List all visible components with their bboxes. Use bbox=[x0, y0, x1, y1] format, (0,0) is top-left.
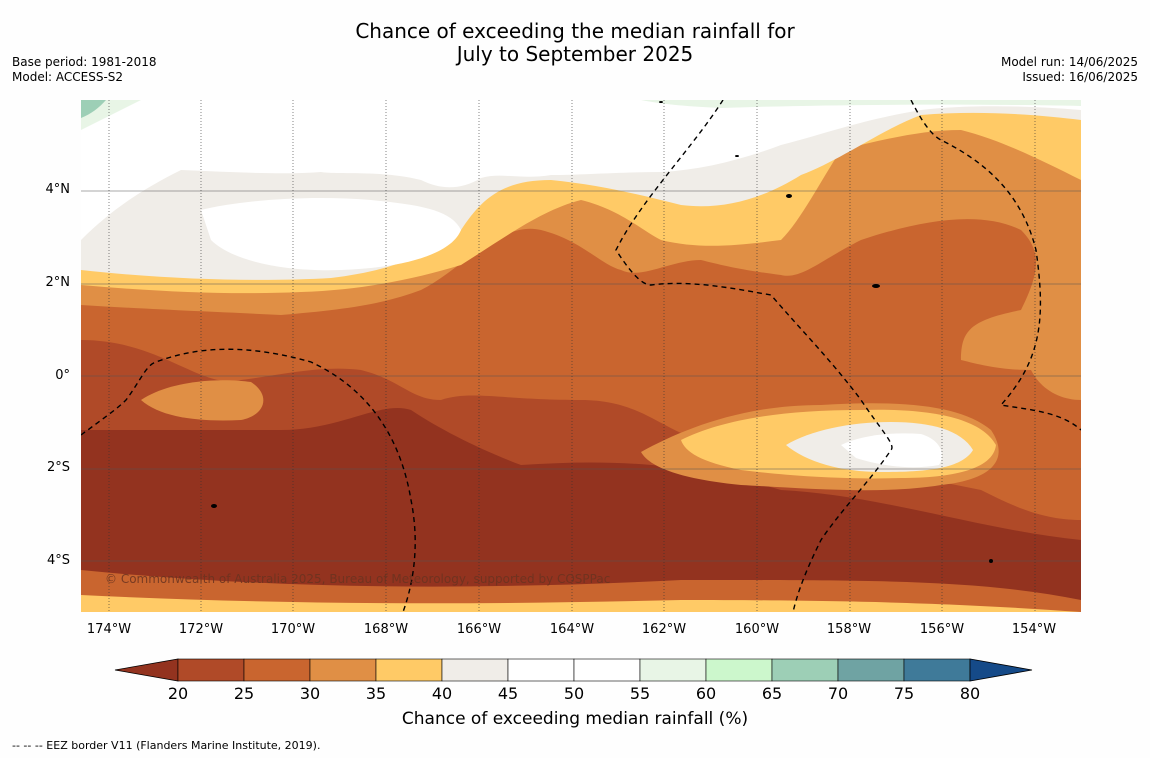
cbar-tick-60: 60 bbox=[695, 684, 717, 703]
cbar-tick-65: 65 bbox=[761, 684, 783, 703]
chart-title: Chance of exceeding the median rainfall … bbox=[0, 20, 1150, 66]
colorbar-segment bbox=[639, 658, 707, 682]
lon-tick-154w: 154°W bbox=[1011, 622, 1057, 637]
lon-tick-158w: 158°W bbox=[826, 622, 872, 637]
lat-tick-2n: 2°N bbox=[45, 275, 71, 290]
band-45-55-north-pocket bbox=[201, 198, 461, 271]
cbar-tick-50: 50 bbox=[563, 684, 585, 703]
band-south-edge-2 bbox=[81, 595, 1081, 612]
colorbar-extend-low bbox=[114, 658, 179, 682]
colorbar-segments bbox=[114, 658, 1033, 682]
colorbar-segment bbox=[441, 658, 509, 682]
rainfall-map bbox=[81, 100, 1081, 612]
title-line-2: July to September 2025 bbox=[456, 42, 694, 66]
graticule bbox=[81, 190, 1081, 562]
band-55-60-north bbox=[641, 100, 1081, 108]
title-line-1: Chance of exceeding the median rainfall … bbox=[355, 19, 795, 43]
cbar-tick-80: 80 bbox=[959, 684, 981, 703]
islands bbox=[211, 101, 993, 563]
colorbar-segment bbox=[573, 658, 641, 682]
cbar-tick-70: 70 bbox=[827, 684, 849, 703]
issued-date: Issued: 16/06/2025 bbox=[1022, 70, 1138, 84]
colorbar-segment bbox=[309, 658, 377, 682]
lon-tick-156w: 156°W bbox=[919, 622, 965, 637]
lon-tick-172w: 172°W bbox=[178, 622, 224, 637]
meta-left: Base period: 1981-2018 Model: ACCESS-S2 bbox=[12, 55, 157, 85]
lon-tick-166w: 166°W bbox=[456, 622, 502, 637]
cbar-tick-75: 75 bbox=[893, 684, 915, 703]
cbar-tick-40: 40 bbox=[431, 684, 453, 703]
lon-tick-160w: 160°W bbox=[734, 622, 780, 637]
colorbar-segment bbox=[705, 658, 773, 682]
colorbar-segment bbox=[177, 658, 245, 682]
lon-tick-162w: 162°W bbox=[641, 622, 687, 637]
model-name: Model: ACCESS-S2 bbox=[12, 70, 124, 84]
base-period: Base period: 1981-2018 bbox=[12, 55, 157, 69]
model-run: Model run: 14/06/2025 bbox=[1000, 55, 1138, 69]
colorbar-segment bbox=[507, 658, 575, 682]
lon-tick-168w: 168°W bbox=[363, 622, 409, 637]
cbar-tick-45: 45 bbox=[497, 684, 519, 703]
band-30-35-west-pocket bbox=[141, 380, 264, 421]
colorbar bbox=[114, 658, 1033, 682]
eez-borders bbox=[81, 100, 1081, 612]
colorbar-label: Chance of exceeding median rainfall (%) bbox=[401, 709, 749, 729]
graticule-lon bbox=[108, 100, 1036, 612]
cbar-tick-55: 55 bbox=[629, 684, 651, 703]
lon-tick-164w: 164°W bbox=[549, 622, 595, 637]
lon-tick-170w: 170°W bbox=[270, 622, 316, 637]
band-45-55-north bbox=[81, 100, 1081, 240]
lat-tick-4s: 4°S bbox=[46, 553, 70, 568]
colorbar-segment bbox=[837, 658, 905, 682]
band-45-55-south bbox=[841, 433, 942, 468]
lat-tick-0: 0° bbox=[55, 368, 70, 383]
colorbar-segment bbox=[903, 658, 971, 682]
copyright-text: © Commonwealth of Australia 2025, Bureau… bbox=[105, 572, 611, 586]
eez-footnote: -- -- -- EEZ border V11 (Flanders Marine… bbox=[12, 739, 321, 752]
cbar-tick-25: 25 bbox=[233, 684, 255, 703]
colorbar-segment bbox=[771, 658, 839, 682]
meta-right: Model run: 14/06/2025 Issued: 16/06/2025 bbox=[1001, 55, 1138, 85]
cbar-tick-30: 30 bbox=[299, 684, 321, 703]
colorbar-segment bbox=[375, 658, 443, 682]
lat-tick-2s: 2°S bbox=[46, 460, 70, 475]
cbar-tick-20: 20 bbox=[167, 684, 189, 703]
band-65-70-west bbox=[81, 100, 106, 118]
lat-tick-4n: 4°N bbox=[45, 182, 71, 197]
cbar-tick-35: 35 bbox=[365, 684, 387, 703]
colorbar-segment bbox=[243, 658, 311, 682]
lon-tick-174w: 174°W bbox=[86, 622, 132, 637]
rainfall-map-svg bbox=[81, 100, 1081, 612]
colorbar-extend-high bbox=[969, 658, 1033, 682]
